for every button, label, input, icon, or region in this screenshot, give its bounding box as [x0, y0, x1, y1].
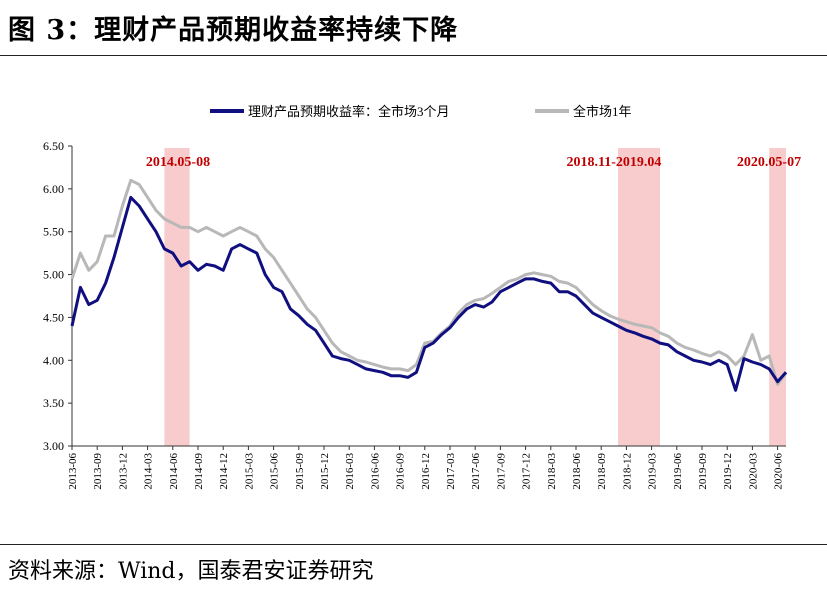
x-tick-label: 2016-12: [420, 453, 432, 490]
figure-title: 图 3：理财产品预期收益率持续下降: [8, 15, 459, 46]
x-tick-label: 2019-12: [722, 453, 734, 490]
x-tick-label: 2018-12: [621, 453, 633, 490]
x-tick-label: 2018-06: [571, 453, 583, 490]
shaded-periods: [164, 148, 786, 446]
x-tick-label: 2017-09: [495, 453, 507, 490]
x-tick-label: 2018-09: [596, 453, 608, 490]
shaded-period: [769, 148, 786, 446]
x-tick-label: 2018-03: [546, 453, 558, 490]
title-divider: [0, 55, 827, 56]
x-tick-label: 2017-12: [521, 453, 533, 490]
x-tick-label: 2016-09: [395, 453, 407, 490]
x-tick-label: 2015-06: [269, 453, 281, 490]
x-tick-label: 2017-06: [470, 453, 482, 490]
x-tick-label: 2019-06: [672, 453, 684, 490]
shaded-period: [618, 148, 660, 446]
period-annotations: 2014.05-08 2018.11-2019.04 2020.05-07: [146, 155, 801, 170]
chart-axes: 3.00 3.50 4.00 4.50 5.00 5.50 6.00 6.50 2013-06 2…: [43, 139, 786, 490]
legend-label: 理财产品预期收益率：全市场3个月: [248, 104, 450, 119]
period-label: 2014.05-08: [146, 155, 210, 170]
period-label: 2020.05-07: [737, 155, 801, 170]
y-tick-label: 4.50: [43, 310, 64, 324]
series-line: [70, 195, 788, 392]
x-tick-label: 2020-03: [747, 453, 759, 490]
y-tick-label: 6.00: [43, 182, 64, 196]
source-note: 资料来源：Wind，国泰君安证券研究: [8, 559, 374, 584]
x-tick-label: 2014-03: [143, 453, 155, 490]
x-tick-label: 2020-06: [773, 453, 785, 490]
source-divider: [0, 544, 827, 545]
x-tick-label: 2017-03: [445, 453, 457, 490]
y-tick-label: 4.00: [43, 353, 64, 367]
shaded-period: [164, 148, 190, 446]
x-tick-label: 2016-06: [369, 453, 381, 490]
x-tick-label: 2013-09: [92, 453, 104, 490]
series-lines: [70, 178, 788, 392]
y-tick-label: 3.00: [43, 439, 64, 453]
legend-label: 全市场1年: [573, 104, 632, 119]
x-tick-label: 2015-03: [243, 453, 255, 490]
x-tick-label: 2016-03: [344, 453, 356, 490]
y-tick-label: 6.50: [43, 139, 64, 153]
x-tick-label: 2013-06: [67, 453, 79, 490]
x-tick-label: 2014-12: [218, 453, 230, 490]
x-tick-label: 2014-06: [168, 453, 180, 490]
y-tick-label: 3.50: [43, 396, 64, 410]
period-label: 2018.11-2019.04: [567, 155, 662, 170]
y-tick-label: 5.50: [43, 225, 64, 239]
line-chart: 2014.05-08 2018.11-2019.04 2020.05-07 3.00…: [43, 104, 801, 490]
y-tick-label: 5.00: [43, 268, 64, 282]
x-tick-label: 2014-09: [193, 453, 205, 490]
series-line: [70, 178, 788, 386]
legend: 理财产品预期收益率：全市场3个月 全市场1年: [210, 104, 632, 119]
x-tick-label: 2013-12: [117, 453, 129, 490]
x-tick-label: 2015-09: [294, 453, 306, 490]
x-tick-label: 2015-12: [319, 453, 331, 490]
x-tick-label: 2019-09: [697, 453, 709, 490]
x-tick-label: 2019-03: [647, 453, 659, 490]
